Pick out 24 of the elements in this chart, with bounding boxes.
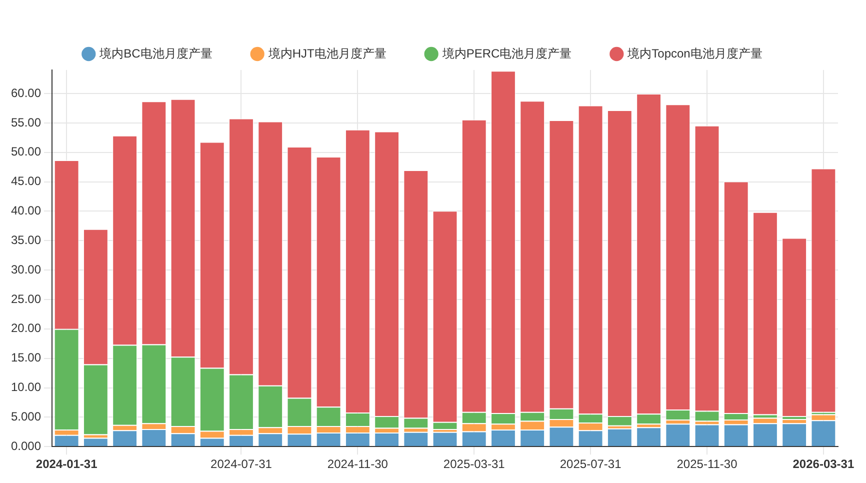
- x-tick-label: 2025-03-31: [443, 457, 506, 472]
- x-tick-label: 2024-07-31: [210, 457, 272, 472]
- y-tick-label: 60.00: [11, 86, 42, 100]
- y-tick-label: 15.00: [11, 350, 42, 365]
- y-tick-label: 30.00: [11, 262, 42, 276]
- y-tick-label: 55.00: [11, 115, 42, 130]
- x-tick-label: 2024-11-30: [327, 457, 388, 472]
- y-tick-label: 20.00: [11, 321, 42, 336]
- y-tick-label: 40.00: [11, 204, 42, 218]
- legend-label: 境内Topcon电池月度产量: [626, 46, 762, 60]
- y-tick-label: 50.00: [11, 144, 42, 159]
- y-tick-label: 5.000: [11, 409, 42, 424]
- legend-label: 境内BC电池月度产量: [98, 46, 212, 60]
- x-tick-label: 2026-03-31: [792, 457, 854, 472]
- y-tick-label: 10.00: [11, 380, 42, 394]
- y-tick-label: 45.00: [11, 174, 42, 188]
- legend-label: 境内PERC电池月度产量: [441, 46, 572, 60]
- x-tick-label: 2025-11-30: [676, 457, 738, 472]
- x-tick-label: 2025-07-31: [560, 457, 622, 472]
- y-tick-label: 35.00: [11, 232, 42, 247]
- x-tick-label: 2024-01-31: [36, 457, 98, 472]
- y-tick-label: 0.000: [11, 438, 42, 453]
- legend-label: 境内HJT电池月度产量: [267, 46, 386, 60]
- y-tick-label: 25.00: [11, 292, 42, 306]
